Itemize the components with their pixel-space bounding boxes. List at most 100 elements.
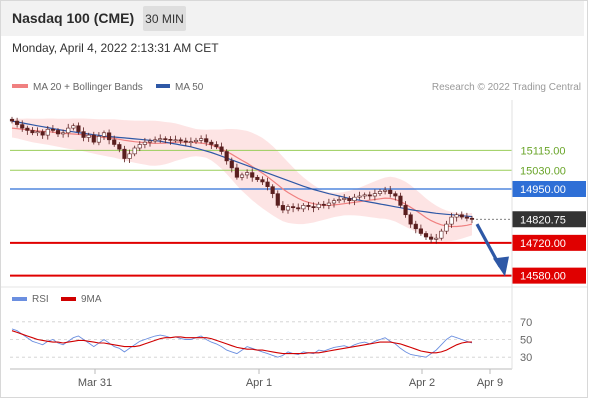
candle-body	[219, 146, 224, 152]
x-tick-label: Apr 2	[409, 377, 435, 389]
rsi-legend-swatch	[12, 297, 27, 301]
candle-body	[306, 205, 311, 207]
candle-body	[229, 160, 234, 169]
candle-body	[270, 186, 275, 194]
candle-body	[137, 144, 142, 149]
candle-body	[245, 172, 250, 176]
ma20-bb-legend-swatch	[12, 84, 28, 88]
candle-body	[76, 125, 81, 132]
level-label-bg-pivot	[512, 180, 586, 197]
candle-body	[285, 206, 291, 211]
candle-body	[199, 138, 204, 141]
candle-body	[377, 191, 383, 194]
candle-body	[444, 223, 449, 232]
rsi-line	[11, 328, 473, 358]
candle-body	[352, 196, 357, 201]
candle-body	[342, 198, 347, 200]
candle-body	[112, 139, 117, 145]
x-tick-label: Apr 1	[246, 377, 272, 389]
candle-body	[35, 131, 40, 134]
ma50-legend-label: MA 50	[175, 82, 204, 93]
rsi-legend-label: RSI	[32, 294, 49, 305]
candle-body	[393, 193, 398, 197]
candle-body	[117, 144, 122, 150]
candle-body	[239, 174, 245, 178]
candle-body	[96, 135, 101, 143]
candle-body	[331, 200, 337, 204]
candle-body	[408, 214, 413, 225]
candle-body	[260, 179, 265, 183]
candle-body	[204, 138, 209, 143]
candle-body	[66, 127, 71, 134]
candlesticks	[9, 116, 475, 244]
candle-body	[388, 189, 393, 194]
candle-body	[122, 148, 127, 159]
candle-body	[168, 139, 173, 141]
rsi-tick-label: 50	[520, 335, 532, 347]
chart-datetime: Monday, April 4, 2022 2:13:31 AM CET	[12, 41, 219, 55]
candle-body	[214, 144, 219, 148]
candle-body	[101, 132, 107, 137]
level-label-bg-current	[512, 211, 586, 228]
forecast-arrow-head	[493, 256, 509, 277]
candle-body	[158, 138, 163, 141]
candle-body	[454, 214, 459, 218]
candle-body	[9, 118, 15, 122]
candle-body	[291, 206, 296, 209]
candle-body	[403, 205, 408, 216]
candle-body	[372, 193, 377, 197]
ma50-legend-swatch	[156, 84, 170, 88]
level-label-pivot: 14950.00	[520, 184, 566, 196]
level-label-resistance: 15115.00	[520, 145, 565, 157]
candle-body	[193, 139, 199, 142]
rsi-ma-legend-swatch	[61, 297, 76, 301]
candle-body	[337, 199, 342, 201]
interval-button[interactable]: 30 MIN	[143, 6, 186, 31]
candle-body	[326, 202, 331, 206]
level-label-support: 14720.00	[520, 238, 566, 250]
candle-body	[357, 195, 362, 198]
candle-body	[398, 195, 403, 206]
candle-body	[429, 236, 434, 240]
ma20-bb-legend-label: MA 20 + Bollinger Bands	[33, 82, 143, 93]
candle-body	[367, 194, 372, 197]
candle-body	[50, 128, 55, 131]
candle-body	[153, 139, 158, 142]
candle-body	[20, 124, 25, 129]
candle-body	[439, 230, 444, 239]
candle-body	[265, 181, 270, 187]
candle-body	[132, 147, 137, 155]
candle-body	[347, 198, 352, 201]
candle-body	[183, 140, 188, 143]
candle-body	[250, 172, 255, 178]
candle-body	[188, 141, 193, 143]
copyright-text: Research © 2022 Trading Central	[432, 82, 581, 93]
candle-body	[296, 207, 301, 210]
level-label-resistance: 15030.00	[520, 165, 566, 177]
candle-body	[40, 131, 45, 136]
rsi-tick-label: 70	[520, 317, 532, 329]
candle-body	[418, 228, 423, 234]
level-label-bg-support	[512, 234, 586, 251]
candle-body	[25, 127, 30, 131]
candle-body	[30, 130, 35, 134]
x-axis: Mar 31 Apr 1 Apr 2 Apr 9	[78, 369, 503, 389]
candle-body	[383, 189, 388, 192]
candle-body	[55, 130, 61, 135]
candle-body	[224, 151, 229, 162]
candle-body	[301, 205, 306, 210]
candle-body	[163, 138, 168, 140]
candle-body	[413, 223, 418, 230]
candle-body	[234, 167, 239, 178]
candle-body	[147, 140, 153, 143]
level-labels: 15115.00 15030.00 14950.00 14820.75 14720.00…	[512, 145, 586, 284]
candle-body	[449, 216, 454, 225]
candle-body	[15, 120, 20, 125]
candle-body	[321, 203, 326, 206]
candle-body	[255, 176, 260, 180]
candle-body	[316, 203, 321, 209]
candle-body	[469, 217, 475, 220]
candle-body	[209, 141, 214, 145]
level-label-current: 14820.75	[520, 214, 566, 226]
